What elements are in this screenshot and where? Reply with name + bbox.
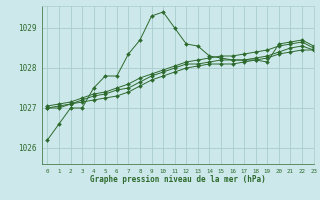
X-axis label: Graphe pression niveau de la mer (hPa): Graphe pression niveau de la mer (hPa) — [90, 175, 266, 184]
